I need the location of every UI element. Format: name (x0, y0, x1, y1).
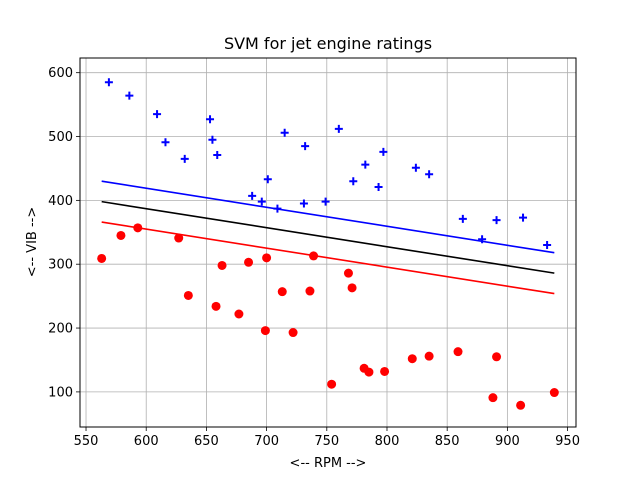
circle-point (424, 351, 434, 361)
plus-point (257, 197, 266, 206)
plus-point (180, 154, 189, 163)
plus-point (321, 197, 330, 206)
plus-point (361, 160, 370, 169)
circle-point (244, 257, 254, 267)
plus-point (299, 199, 308, 208)
circle-point (309, 251, 319, 261)
plus-point (153, 110, 162, 119)
chart-title: SVM for jet engine ratings (224, 34, 432, 53)
circle-point (347, 283, 357, 293)
plus-point (379, 147, 388, 156)
circle-point (234, 309, 244, 319)
plus-point (458, 214, 467, 223)
circle-point (364, 367, 374, 377)
y-tick-label: 100 (48, 385, 73, 400)
circle-point (380, 366, 390, 376)
circle-point (492, 352, 502, 362)
plus-point (478, 235, 487, 244)
x-tick-label: 950 (555, 434, 580, 449)
x-tick-label: 600 (134, 434, 159, 449)
circle-point (407, 354, 417, 364)
plus-point (273, 204, 282, 213)
y-tick-label: 200 (48, 322, 73, 337)
plus-point (213, 151, 222, 160)
plus-point (543, 241, 552, 250)
circle-point (217, 260, 227, 270)
x-tick-label: 650 (194, 434, 219, 449)
circle-point (211, 301, 221, 311)
plus-point (125, 91, 134, 100)
x-tick-label: 800 (375, 434, 400, 449)
y-tick-label: 600 (48, 66, 73, 81)
plus-point (104, 78, 113, 87)
plus-point (280, 128, 289, 137)
circle-point (453, 347, 463, 357)
plus-point (208, 135, 217, 144)
y-axis-label: <-- VIB --> (25, 207, 40, 277)
x-tick-label: 700 (254, 434, 279, 449)
plus-point (301, 142, 310, 151)
circle-point (488, 393, 498, 403)
plus-point (161, 138, 170, 147)
plus-point (425, 170, 434, 179)
y-tick-label: 300 (48, 258, 73, 273)
circle-point (549, 388, 559, 398)
svm-line (101, 180, 555, 254)
circle-point (174, 233, 184, 243)
circle-point (516, 400, 526, 410)
circle-point (288, 328, 298, 338)
axis-ticks: 550 600 650 700 750 800 850 900 950 100 200 300 400 5… (48, 66, 580, 449)
plus-point (374, 182, 383, 191)
svm-line (101, 200, 555, 274)
grid (80, 58, 576, 427)
data-points (97, 78, 559, 410)
x-tick-label: 900 (495, 434, 520, 449)
plus-point (349, 177, 358, 186)
plus-point (248, 191, 257, 200)
circle-point (260, 326, 270, 336)
y-tick-label: 400 (48, 194, 73, 209)
x-axis-label: <-- RPM --> (290, 456, 367, 471)
circle-point (183, 290, 193, 300)
circle-point (116, 230, 126, 240)
y-tick-label: 500 (48, 130, 73, 145)
x-tick-label: 750 (314, 434, 339, 449)
circle-point (305, 286, 315, 296)
plus-point (334, 124, 343, 133)
plus-point (206, 115, 215, 124)
plus-point (411, 163, 420, 172)
circle-point (262, 253, 272, 263)
circle-point (133, 223, 143, 233)
circle-point (97, 253, 107, 263)
plus-point (519, 213, 528, 222)
x-tick-label: 550 (74, 434, 99, 449)
x-tick-label: 850 (435, 434, 460, 449)
plus-point (263, 175, 272, 184)
plot-frame (79, 57, 577, 428)
plus-point (492, 216, 501, 225)
circle-point (277, 287, 287, 297)
circle-point (327, 379, 337, 389)
circle-point (343, 268, 353, 278)
